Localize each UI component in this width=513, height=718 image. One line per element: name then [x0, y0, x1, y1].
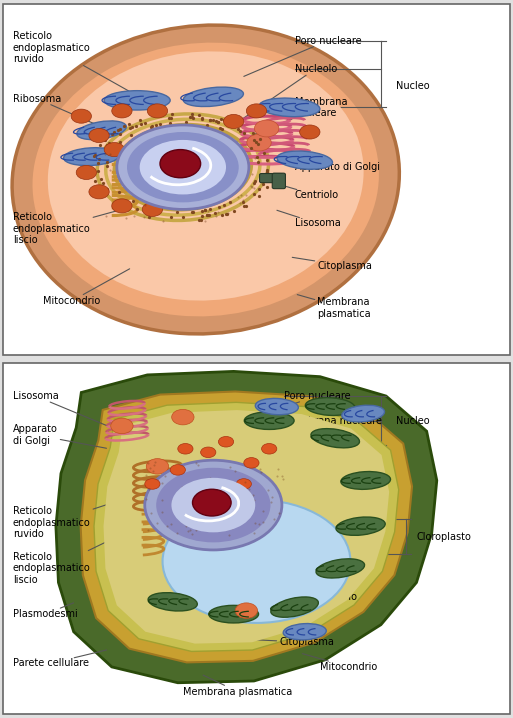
Text: Poro nucleare: Poro nucleare: [244, 391, 351, 420]
Ellipse shape: [127, 132, 239, 202]
Ellipse shape: [311, 429, 360, 448]
Polygon shape: [81, 391, 412, 663]
Ellipse shape: [77, 121, 126, 139]
Polygon shape: [94, 402, 399, 651]
Circle shape: [111, 418, 133, 434]
Ellipse shape: [183, 87, 244, 106]
Text: Membrana nucleare: Membrana nucleare: [236, 416, 382, 448]
Ellipse shape: [259, 98, 320, 116]
Circle shape: [89, 185, 109, 199]
Circle shape: [201, 447, 216, 457]
Ellipse shape: [209, 605, 259, 623]
Circle shape: [183, 127, 208, 144]
Ellipse shape: [64, 148, 120, 166]
Circle shape: [224, 114, 244, 129]
Ellipse shape: [156, 468, 270, 542]
Text: Vacuolo: Vacuolo: [302, 590, 358, 602]
Text: Tilacoidi: Tilacoidi: [305, 514, 345, 526]
Ellipse shape: [163, 500, 350, 623]
Ellipse shape: [145, 460, 282, 550]
Ellipse shape: [148, 592, 198, 611]
Ellipse shape: [341, 472, 390, 490]
Ellipse shape: [305, 398, 355, 416]
Circle shape: [254, 120, 279, 137]
Text: Reticolo
endoplasmatico
ruvido: Reticolo endoplasmatico ruvido: [13, 499, 124, 539]
Circle shape: [236, 479, 251, 489]
Circle shape: [192, 489, 231, 516]
Ellipse shape: [244, 412, 294, 429]
Ellipse shape: [140, 140, 226, 195]
Text: Plasmodesmi: Plasmodesmi: [13, 603, 77, 619]
Ellipse shape: [48, 52, 364, 301]
Ellipse shape: [342, 405, 385, 422]
Circle shape: [235, 603, 258, 618]
Text: Membrana
plasmatica: Membrana plasmatica: [297, 294, 371, 319]
Text: Lisosoma: Lisosoma: [13, 391, 109, 426]
Ellipse shape: [271, 597, 319, 617]
Circle shape: [247, 134, 271, 151]
Circle shape: [104, 143, 125, 157]
Circle shape: [160, 149, 201, 178]
Ellipse shape: [255, 398, 299, 415]
Circle shape: [300, 125, 320, 139]
Circle shape: [246, 104, 267, 118]
Circle shape: [142, 202, 163, 216]
Text: Lisosoma: Lisosoma: [277, 210, 340, 228]
Text: Mitocondrio: Mitocondrio: [302, 653, 377, 672]
Text: Membrana plasmatica: Membrana plasmatica: [183, 675, 292, 696]
Text: Ribosomi: Ribosomi: [247, 475, 329, 488]
Text: Nucleolo: Nucleolo: [236, 64, 337, 123]
Ellipse shape: [104, 90, 170, 110]
Text: Reticolo
endoplasmatico
ruvido: Reticolo endoplasmatico ruvido: [13, 31, 140, 97]
Circle shape: [76, 165, 96, 180]
Circle shape: [71, 109, 91, 123]
Circle shape: [147, 104, 168, 118]
Text: Centriolo: Centriolo: [277, 184, 339, 200]
Polygon shape: [104, 410, 389, 643]
Text: Apparato
di Golgi: Apparato di Golgi: [13, 424, 107, 448]
Circle shape: [244, 457, 259, 468]
FancyBboxPatch shape: [260, 174, 283, 182]
Text: Nucleolo: Nucleolo: [229, 440, 327, 469]
Circle shape: [145, 479, 160, 489]
Ellipse shape: [277, 151, 332, 169]
Text: Mitocondrio: Mitocondrio: [43, 269, 130, 306]
Text: Ribosoma: Ribosoma: [13, 93, 107, 129]
Ellipse shape: [336, 517, 385, 536]
Circle shape: [170, 465, 185, 475]
Text: Membrana
nucleare: Membrana nucleare: [236, 97, 347, 141]
Circle shape: [219, 437, 233, 447]
Circle shape: [172, 409, 194, 425]
Text: Nucleo: Nucleo: [396, 416, 430, 426]
Text: Granulo di
amido: Granulo di amido: [305, 544, 356, 565]
Circle shape: [89, 129, 109, 143]
Text: Apparato di Golgi: Apparato di Golgi: [277, 160, 380, 172]
Ellipse shape: [316, 559, 365, 578]
Ellipse shape: [283, 623, 326, 640]
Circle shape: [262, 444, 277, 454]
FancyBboxPatch shape: [272, 173, 285, 189]
Text: Cloroplasto: Cloroplasto: [417, 532, 471, 542]
Text: Poro nucleare: Poro nucleare: [244, 35, 361, 76]
Ellipse shape: [12, 25, 399, 334]
Circle shape: [178, 444, 193, 454]
Ellipse shape: [32, 42, 379, 317]
Circle shape: [112, 199, 132, 213]
Text: Reticolo
endoplasmatico
liscio: Reticolo endoplasmatico liscio: [13, 210, 119, 246]
Circle shape: [112, 104, 132, 118]
Text: Citoplasma: Citoplasma: [236, 638, 334, 648]
Text: Parete cellulare: Parete cellulare: [13, 650, 107, 668]
Text: Nucleo: Nucleo: [396, 81, 430, 91]
Circle shape: [146, 459, 169, 474]
Polygon shape: [56, 371, 437, 683]
Ellipse shape: [171, 477, 255, 532]
Ellipse shape: [117, 125, 249, 210]
Text: Reticolo
endoplasmatico
liscio: Reticolo endoplasmatico liscio: [13, 538, 114, 585]
Text: Citoplasma: Citoplasma: [292, 257, 372, 271]
